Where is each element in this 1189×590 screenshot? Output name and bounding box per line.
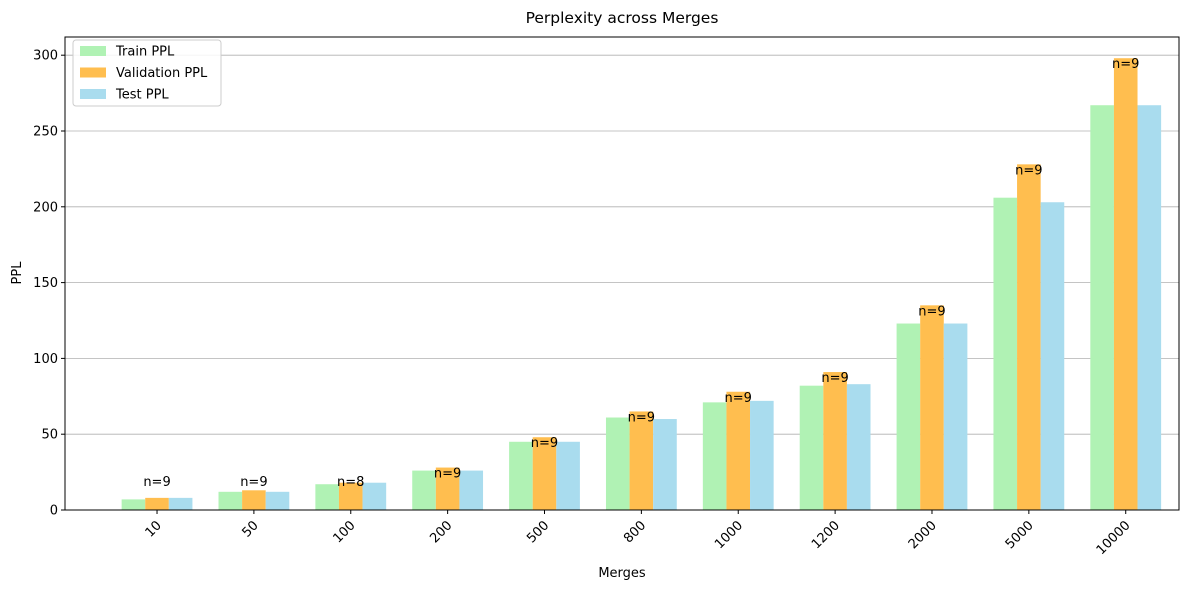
y-axis-label: PPL bbox=[10, 261, 25, 285]
bar-test-ppl-100 bbox=[362, 482, 387, 510]
x-tick-label: 5000 bbox=[1003, 518, 1037, 552]
bar-validation-ppl-800 bbox=[629, 411, 654, 510]
bar-train-ppl-10000 bbox=[1090, 105, 1114, 510]
bar-train-ppl-200 bbox=[412, 470, 436, 510]
x-tick-label: 2000 bbox=[906, 518, 940, 552]
bar-validation-ppl-2000 bbox=[920, 305, 944, 510]
y-tick-label: 300 bbox=[33, 49, 58, 64]
bar-test-ppl-50 bbox=[265, 491, 290, 510]
n-annotation: n=9 bbox=[143, 475, 170, 490]
n-annotation: n=9 bbox=[821, 371, 848, 386]
n-annotation: n=9 bbox=[628, 410, 655, 425]
bar-train-ppl-100 bbox=[315, 484, 339, 510]
gridlines bbox=[65, 54, 1179, 511]
x-tick-label: 10 bbox=[143, 518, 165, 540]
bar-validation-ppl-200 bbox=[435, 467, 460, 510]
y-tick-label: 200 bbox=[33, 200, 58, 215]
bar-test-ppl-10 bbox=[168, 497, 193, 510]
x-tick-label: 50 bbox=[239, 518, 261, 540]
bar-validation-ppl-1000 bbox=[726, 391, 751, 510]
n-annotation: n=9 bbox=[1015, 163, 1042, 178]
n-annotation: n=9 bbox=[434, 467, 461, 482]
plot-frame bbox=[64, 36, 1180, 511]
legend-swatch bbox=[80, 46, 106, 56]
legend-label: Train PPL bbox=[115, 45, 175, 60]
count-annotations: n=9 n=9 n=8 n=9 n=9 n=9 n=9 n=9 n=9 n=9 n=9 bbox=[143, 57, 1139, 490]
x-tick-label: 1200 bbox=[809, 518, 843, 552]
x-axis-label: Merges bbox=[598, 566, 646, 581]
bar-test-ppl-200 bbox=[459, 470, 484, 510]
legend-label: Test PPL bbox=[115, 88, 169, 103]
legend-box bbox=[72, 39, 222, 107]
n-annotation: n=9 bbox=[725, 391, 752, 406]
bar-test-ppl-10000 bbox=[1137, 105, 1162, 510]
x-tick-label: 10000 bbox=[1094, 518, 1134, 558]
y-tick-label: 50 bbox=[41, 428, 58, 443]
chart-title: Perplexity across Merges bbox=[526, 9, 719, 27]
bar-train-ppl-2000 bbox=[896, 323, 921, 510]
n-annotation: n=9 bbox=[1112, 57, 1139, 72]
bar-test-ppl-800 bbox=[653, 419, 677, 510]
bar-train-ppl-800 bbox=[605, 417, 630, 510]
x-tick-label: 100 bbox=[330, 518, 358, 546]
bar-validation-ppl-50 bbox=[242, 490, 266, 510]
bar-train-ppl-500 bbox=[509, 441, 533, 510]
y-tick-label: 100 bbox=[33, 352, 58, 367]
x-tick-label: 200 bbox=[427, 518, 455, 546]
bar-train-ppl-1200 bbox=[799, 385, 824, 510]
bar-test-ppl-5000 bbox=[1040, 202, 1065, 510]
bar-validation-ppl-100 bbox=[338, 482, 363, 510]
bar-train-ppl-1000 bbox=[702, 402, 727, 510]
x-tick-label: 800 bbox=[621, 518, 649, 546]
bar-train-ppl-50 bbox=[218, 491, 243, 510]
n-annotation: n=9 bbox=[918, 304, 945, 319]
legend-swatch bbox=[80, 89, 106, 99]
x-axis: 10 50 100 200 500 800 1000 1200 2000 5000 10000 bbox=[143, 510, 1134, 558]
y-tick-label: 250 bbox=[33, 124, 58, 139]
x-tick-label: 1000 bbox=[712, 518, 746, 552]
n-annotation: n=9 bbox=[531, 436, 558, 451]
bar-test-ppl-1200 bbox=[846, 384, 871, 510]
bars bbox=[121, 58, 1162, 510]
bar-test-ppl-2000 bbox=[943, 323, 968, 510]
bar-validation-ppl-10 bbox=[145, 497, 169, 510]
y-tick-label: 150 bbox=[33, 276, 58, 291]
bar-validation-ppl-5000 bbox=[1017, 164, 1041, 510]
bar-validation-ppl-500 bbox=[532, 437, 557, 510]
bar-train-ppl-10 bbox=[121, 499, 146, 510]
bar-test-ppl-500 bbox=[556, 441, 580, 510]
bar-validation-ppl-1200 bbox=[823, 372, 847, 510]
legend-swatch bbox=[80, 67, 106, 78]
bar-train-ppl-5000 bbox=[993, 197, 1018, 510]
bar-validation-ppl-10000 bbox=[1113, 58, 1138, 510]
legend-label: Validation PPL bbox=[116, 66, 208, 81]
n-annotation: n=9 bbox=[240, 475, 267, 490]
y-tick-label: 0 bbox=[50, 504, 58, 519]
n-annotation: n=8 bbox=[337, 475, 364, 490]
x-tick-label: 500 bbox=[524, 518, 552, 546]
legend: Train PPL Validation PPL Test PPL bbox=[72, 39, 222, 107]
bar-test-ppl-1000 bbox=[750, 400, 774, 510]
y-axis: 0 50 100 150 200 250 300 bbox=[33, 49, 65, 519]
